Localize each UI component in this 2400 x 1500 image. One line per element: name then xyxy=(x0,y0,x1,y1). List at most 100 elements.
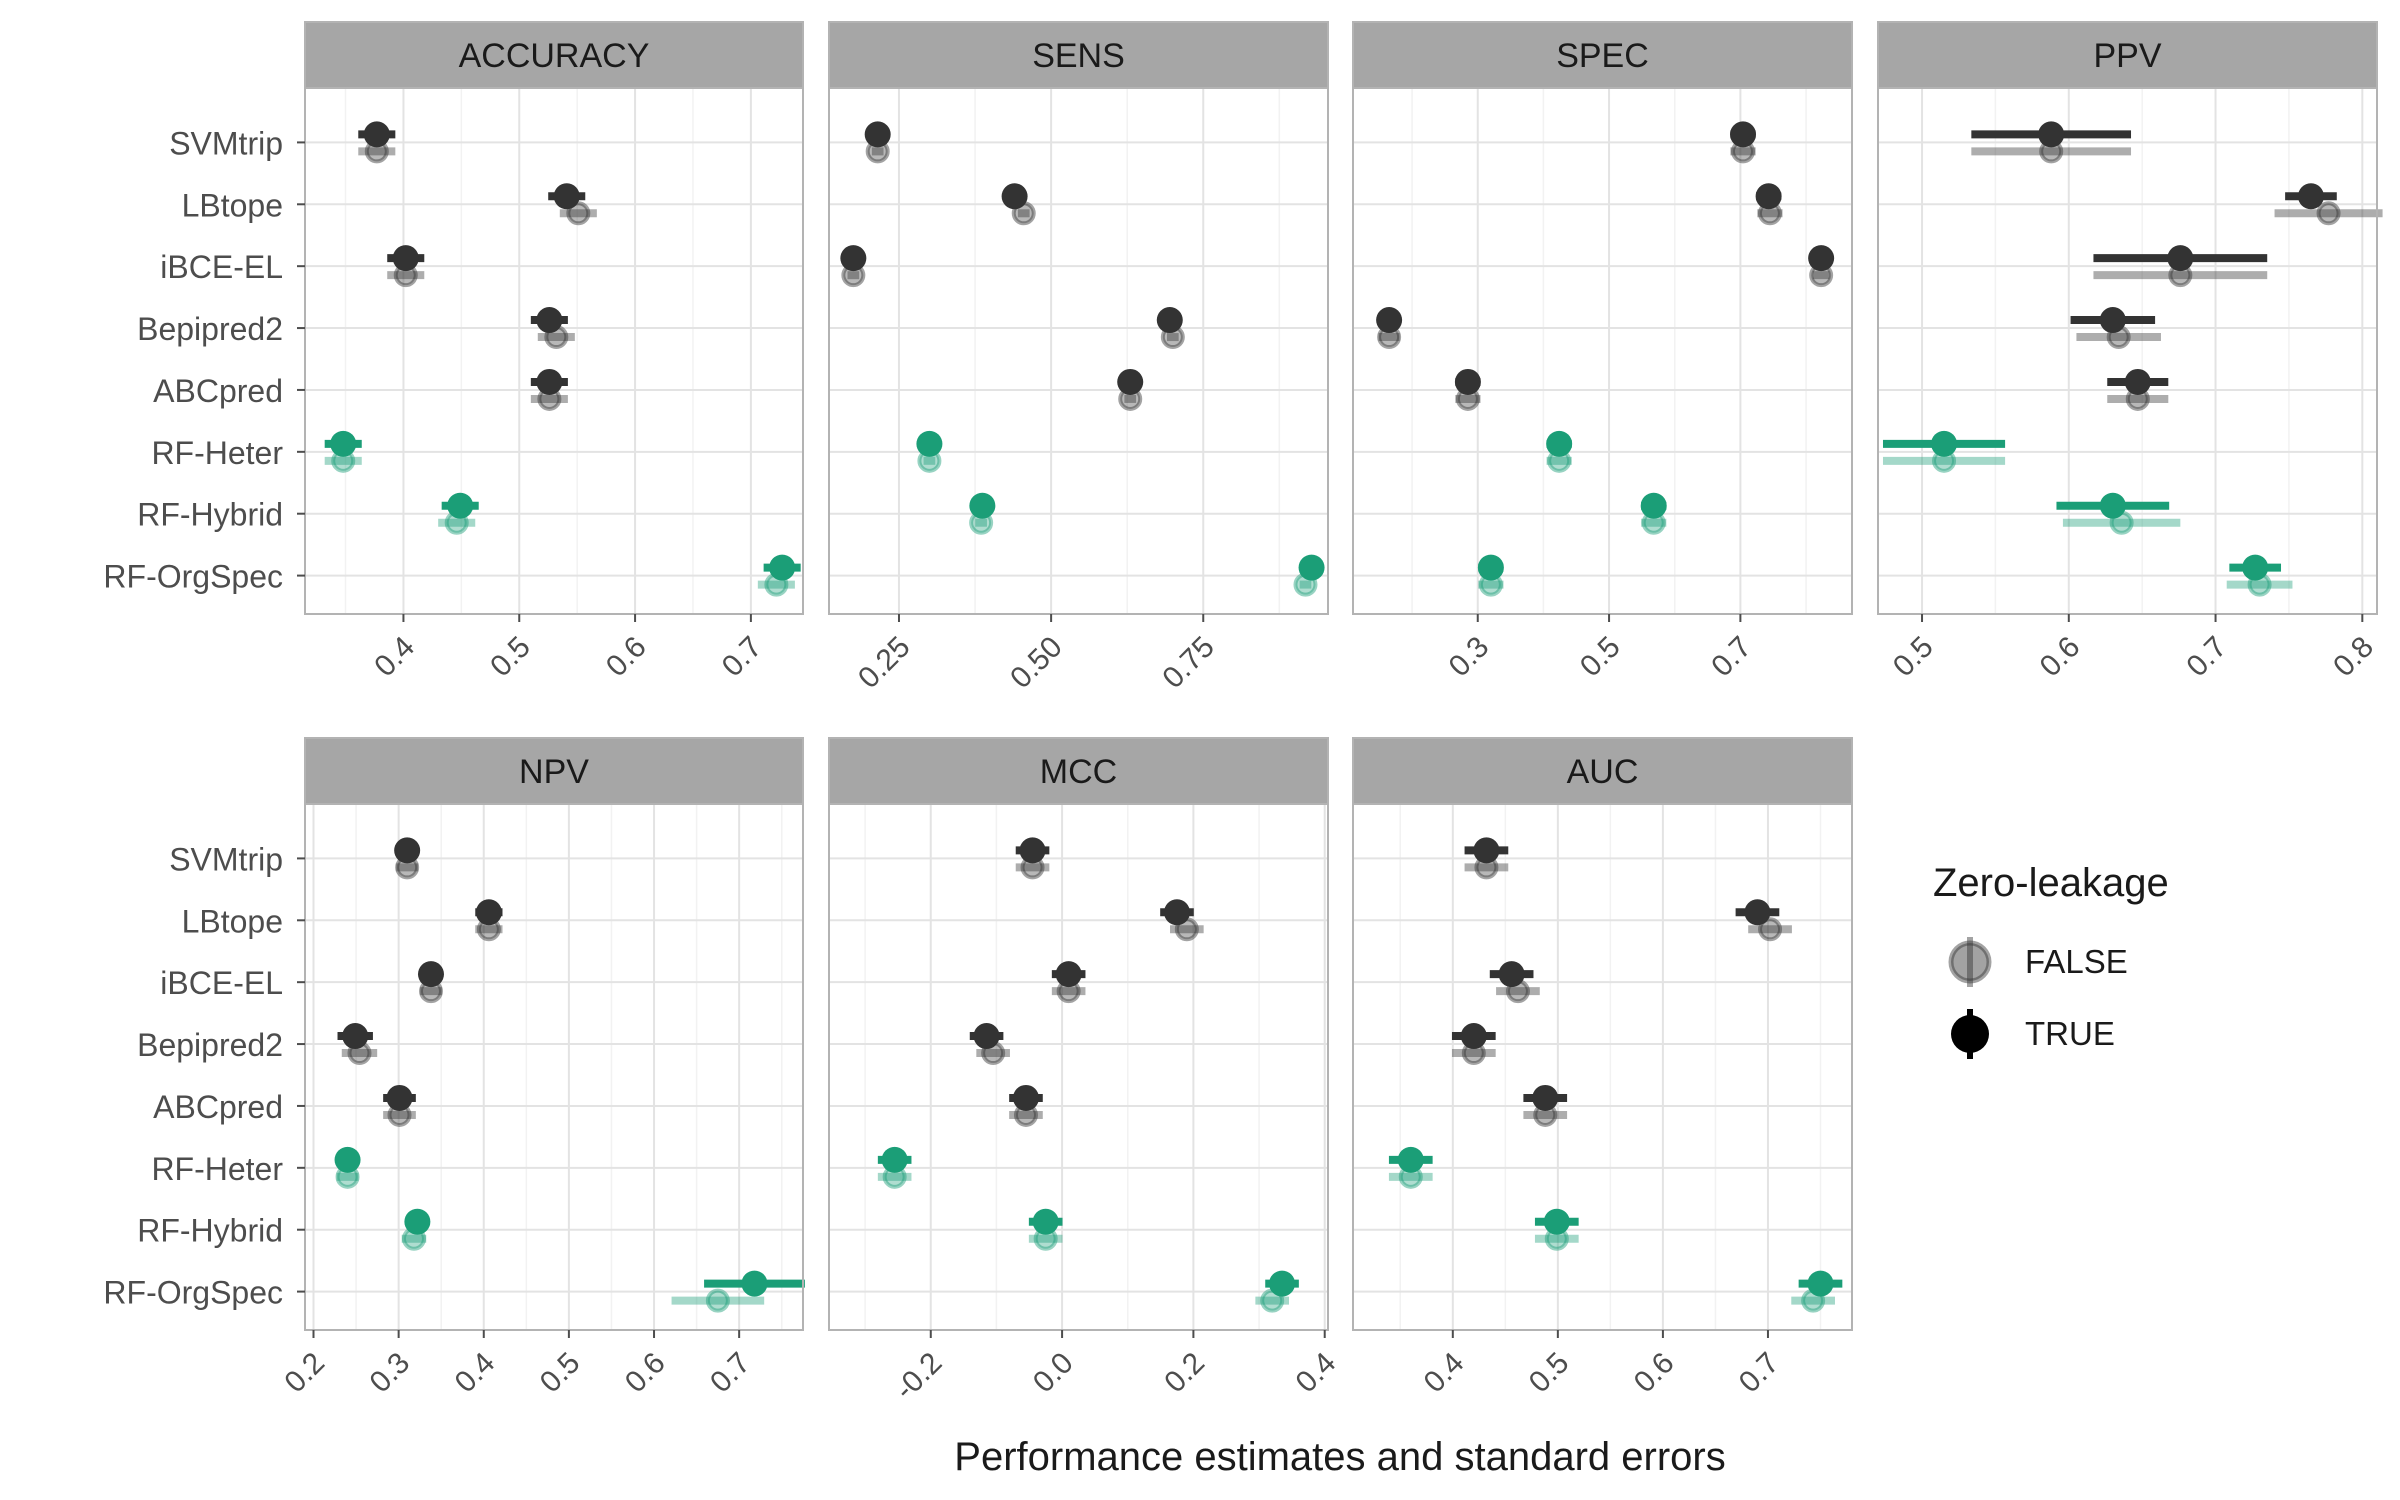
point-true-rf-orgspec xyxy=(1269,1270,1296,1297)
point-false-lbtope xyxy=(2316,201,2341,226)
x-tick-label: 0.8 xyxy=(2327,630,2380,683)
point-true-rf-heter xyxy=(916,430,943,457)
point-true-ibce-el xyxy=(392,245,419,272)
panel-grid xyxy=(305,804,803,1330)
x-tick-label: 0.0 xyxy=(1027,1346,1080,1399)
x-tick-label: 0.7 xyxy=(716,630,769,683)
point-true-ibce-el xyxy=(417,961,444,988)
point-true-abcpred xyxy=(386,1084,413,1111)
point-true-lbtope xyxy=(1001,183,1028,210)
point-true-rf-hybrid xyxy=(1032,1208,1059,1235)
point-true-lbtope xyxy=(475,899,502,926)
panel-strip-label: ACCURACY xyxy=(459,37,650,75)
point-true-ibce-el xyxy=(840,245,867,272)
point-true-bepipred2 xyxy=(536,307,563,334)
x-tick-label: 0.4 xyxy=(449,1346,502,1399)
panel-strip xyxy=(828,21,1329,89)
panel-spec: SPEC 0.3 0.5 0.7 xyxy=(1352,21,1853,683)
x-tick-label: 0.3 xyxy=(1443,630,1496,683)
y-tick-label-rf-orgspec: RF-OrgSpec xyxy=(103,1275,283,1311)
point-true-svmtrip xyxy=(1019,837,1046,864)
panel-strip xyxy=(1352,737,1853,805)
panel-plot-area xyxy=(305,88,803,614)
point-true-rf-hybrid xyxy=(447,492,474,519)
legend-key-true-point xyxy=(1951,1015,1989,1053)
point-true-lbtope xyxy=(1744,899,1771,926)
panel-ppv: PPV 0.5 0.6 0.7 0.8 xyxy=(1877,21,2383,683)
point-true-svmtrip xyxy=(1473,837,1500,864)
point-true-lbtope xyxy=(1163,899,1190,926)
panel-auc: AUC 0.4 0.5 0.6 0.7 xyxy=(1352,737,1853,1399)
point-false-lbtope xyxy=(566,201,591,226)
point-true-rf-hybrid xyxy=(2099,492,2126,519)
point-true-rf-hybrid xyxy=(1543,1208,1570,1235)
x-tick-label: 0.3 xyxy=(363,1346,416,1399)
point-true-bepipred2 xyxy=(1156,307,1183,334)
panel-border xyxy=(1877,87,2378,615)
panel-plot-area xyxy=(305,804,803,1330)
point-true-abcpred xyxy=(2124,368,2151,395)
point-true-rf-heter xyxy=(1546,430,1573,457)
panel-strip-label: PPV xyxy=(2093,37,2161,75)
x-tick-label: 0.6 xyxy=(600,630,653,683)
y-tick-label-bepipred2: Bepipred2 xyxy=(137,1027,283,1063)
chart-legend: Zero-leakage FALSE TRUE xyxy=(1933,861,2169,1059)
panel-strip xyxy=(304,737,804,805)
point-true-lbtope xyxy=(553,183,580,210)
panel-strip-label: NPV xyxy=(519,753,589,791)
x-tick-label: 0.7 xyxy=(2180,630,2233,683)
point-true-rf-hybrid xyxy=(404,1208,431,1235)
panel-plot-area xyxy=(829,804,1328,1330)
x-tick-label: 0.5 xyxy=(1887,630,1940,683)
point-true-bepipred2 xyxy=(342,1023,369,1050)
y-tick-label-abcpred: ABCpred xyxy=(153,1089,283,1125)
point-true-rf-orgspec xyxy=(1298,554,1325,581)
panel-mcc: MCC -0.2 0.0 0.2 0.4 xyxy=(828,737,1343,1406)
panel-npv: NPV 0.2 0.3 0.4 0.5 0.6 0.7 SVMtrip LBtope iBCE-E… xyxy=(103,737,805,1399)
point-true-rf-orgspec xyxy=(741,1270,768,1297)
panel-grid xyxy=(1878,88,2377,614)
legend-key-true xyxy=(1951,1009,1989,1059)
point-true-abcpred xyxy=(1532,1084,1559,1111)
panel-border xyxy=(304,803,804,1331)
y-tick-label-ibce-el: iBCE-EL xyxy=(160,965,283,1001)
panel-strip-label: SPEC xyxy=(1556,37,1649,75)
legend-key-false-point xyxy=(1948,940,1992,984)
chart-panels: ACCURACY 0.4 0.5 0.6 0.7 SVMtrip LBtope iBCE-EL… xyxy=(103,21,2383,1406)
point-true-rf-orgspec xyxy=(2242,554,2269,581)
y-tick-label-lbtope: LBtope xyxy=(182,187,283,223)
x-tick-label: 0.5 xyxy=(484,630,537,683)
panel-border xyxy=(828,803,1329,1331)
point-true-rf-heter xyxy=(334,1146,361,1173)
y-tick-label-rf-heter: RF-Heter xyxy=(151,435,283,471)
y-tick-label-lbtope: LBtope xyxy=(182,903,283,939)
x-tick-label: 0.4 xyxy=(1290,1346,1343,1399)
panel-grid xyxy=(305,88,803,614)
legend-title: Zero-leakage xyxy=(1933,861,2169,905)
y-tick-label-svmtrip: SVMtrip xyxy=(169,125,283,161)
point-false-lbtope xyxy=(1758,917,1783,942)
y-tick-label-rf-heter: RF-Heter xyxy=(151,1151,283,1187)
x-tick-label: 0.6 xyxy=(2034,630,2087,683)
point-true-abcpred xyxy=(1012,1084,1039,1111)
panel-sens: SENS 0.25 0.50 0.75 xyxy=(828,21,1329,695)
point-true-ibce-el xyxy=(1055,961,1082,988)
point-true-svmtrip xyxy=(2038,121,2065,148)
x-tick-label: 0.6 xyxy=(619,1346,672,1399)
panel-plot-area xyxy=(1353,804,1852,1330)
panel-strip-label: AUC xyxy=(1567,753,1639,791)
point-true-svmtrip xyxy=(1730,121,1757,148)
panel-grid xyxy=(1353,88,1852,614)
panel-grid xyxy=(1353,804,1852,1330)
point-true-rf-heter xyxy=(330,430,357,457)
y-tick-label-rf-hybrid: RF-Hybrid xyxy=(137,497,283,533)
y-tick-label-abcpred: ABCpred xyxy=(153,373,283,409)
x-tick-label: 0.4 xyxy=(1418,1346,1471,1399)
point-true-abcpred xyxy=(1454,368,1481,395)
panel-strip-label: SENS xyxy=(1032,37,1125,75)
x-tick-label: 0.5 xyxy=(534,1346,587,1399)
point-true-svmtrip xyxy=(394,837,421,864)
x-tick-label: 0.7 xyxy=(1705,630,1758,683)
point-true-bepipred2 xyxy=(1460,1023,1487,1050)
